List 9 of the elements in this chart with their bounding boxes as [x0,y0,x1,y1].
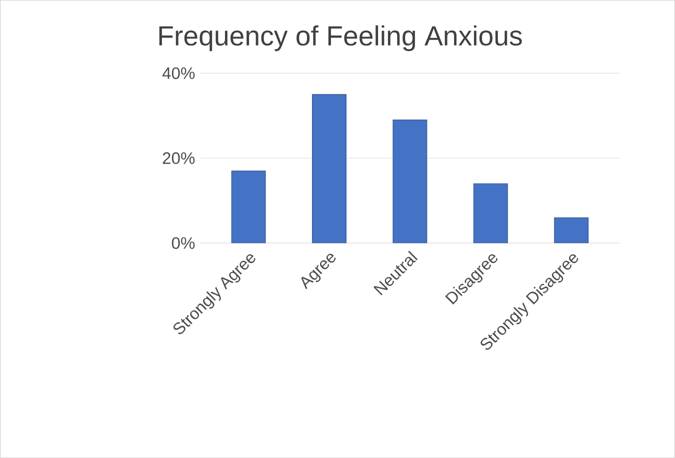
y-tick-label: 0% [172,237,195,249]
y-tick-label: 40% [162,67,195,79]
bar [392,120,428,243]
y-tick-label: 20% [162,152,195,164]
bar [473,183,508,243]
bar [554,217,589,243]
chart-title: Frequency of Feeling Anxious [159,25,522,52]
bar [312,94,346,243]
bar [231,170,266,243]
